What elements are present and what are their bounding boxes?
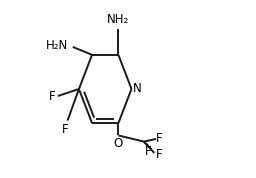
Text: O: O (114, 137, 123, 150)
Text: NH₂: NH₂ (107, 13, 130, 26)
Text: F: F (156, 148, 163, 161)
Text: F: F (145, 145, 151, 158)
Text: F: F (156, 132, 163, 145)
Text: F: F (49, 90, 55, 103)
Text: H₂N: H₂N (46, 39, 68, 52)
Text: N: N (133, 82, 142, 96)
Text: F: F (62, 123, 68, 136)
